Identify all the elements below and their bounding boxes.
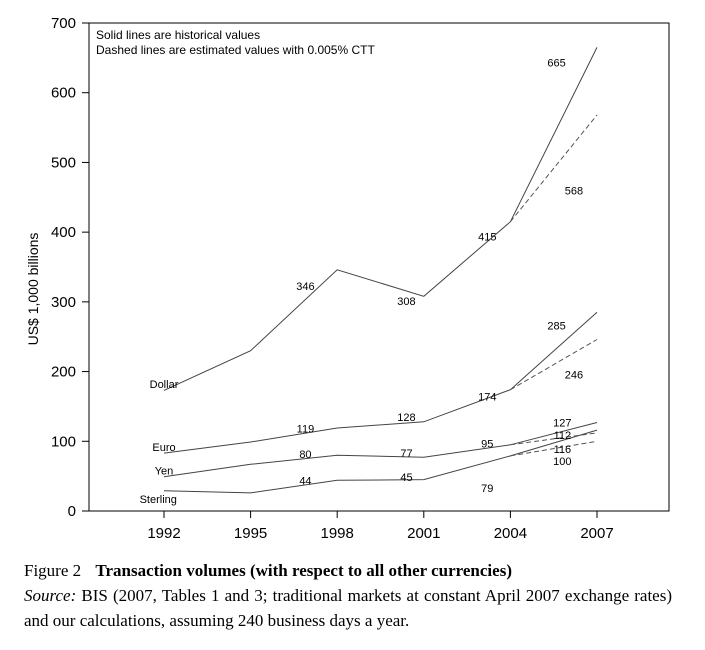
estimated-dashed-line: [510, 432, 598, 446]
yen-series-line: [163, 422, 598, 478]
point-label: 77: [400, 448, 412, 460]
y-tick-label: 500: [51, 154, 76, 171]
point-label: Yen: [155, 466, 174, 478]
y-tick-label: 700: [51, 15, 76, 32]
y-tick-label: 400: [51, 224, 76, 241]
source-label: Source:: [24, 586, 77, 605]
point-label: 174: [478, 392, 496, 404]
x-tick-label: 2001: [407, 525, 440, 542]
x-axis: 1992 1995 1998 2001 2004 2007: [147, 511, 614, 542]
point-label: 100: [553, 456, 571, 468]
plot-frame: [88, 22, 670, 512]
y-tick-label: 600: [51, 85, 76, 102]
point-label: 116: [554, 444, 572, 456]
sterling-series-line: [163, 429, 598, 494]
y-tick-label: 100: [51, 433, 76, 450]
legend-line-2: Dashed lines are estimated values with 0…: [96, 43, 375, 57]
estimated-dashed-line: [510, 440, 598, 457]
point-label: 119: [297, 424, 315, 436]
point-label: 665: [547, 58, 565, 70]
point-label: 44: [299, 475, 311, 487]
caption-heading: Figure 2 Transaction volumes (with respe…: [24, 558, 672, 583]
point-label: 80: [299, 449, 311, 461]
point-label: 568: [565, 185, 583, 197]
y-axis-label: US$ 1,000 billions: [25, 233, 41, 346]
point-label: 415: [478, 231, 496, 243]
caption-source: Source: BIS (2007, Tables 1 and 3; tradi…: [24, 583, 672, 633]
point-label: 79: [481, 483, 493, 495]
point-label: 128: [397, 412, 415, 424]
point-label: Sterling: [140, 494, 177, 506]
x-tick-label: 1998: [321, 525, 354, 542]
series-layer: [163, 47, 598, 494]
x-tick-label: 2007: [580, 525, 613, 542]
figure-caption: Figure 2 Transaction volumes (with respe…: [24, 558, 672, 633]
point-label: 346: [296, 281, 314, 293]
transaction-volume-chart: 0 100 200 300 400 500 600 700 1992 1995 1998 2001 2…: [25, 15, 670, 542]
point-label-layer: Dollar 346 308 415 665 568 Euro 119 128 174 285 246…: [140, 58, 584, 506]
estimated-dashed-line: [510, 114, 598, 223]
euro-series-line: [163, 311, 598, 454]
y-tick-label: 200: [51, 364, 76, 381]
point-label: 285: [547, 321, 565, 333]
y-tick-label: 300: [51, 294, 76, 311]
point-label: 45: [400, 472, 412, 484]
x-tick-label: 1992: [147, 525, 180, 542]
point-label: 95: [481, 438, 493, 450]
dollar-series-line: [163, 47, 598, 391]
x-tick-label: 1995: [234, 525, 267, 542]
y-axis: 0 100 200 300 400 500 600 700: [51, 15, 90, 520]
point-label: 308: [397, 296, 415, 308]
point-label: 246: [565, 369, 583, 381]
point-label: Euro: [152, 442, 175, 454]
y-tick-label: 0: [68, 503, 76, 520]
source-text: BIS (2007, Tables 1 and 3; traditional m…: [24, 586, 672, 630]
point-label: 127: [553, 417, 571, 429]
estimated-dashed-line: [510, 339, 598, 391]
legend-line-1: Solid lines are historical values: [96, 28, 260, 42]
point-label: 112: [554, 430, 572, 442]
x-tick-label: 2004: [494, 525, 527, 542]
figure-title: Transaction volumes (with respect to all…: [95, 561, 512, 580]
figure-number: Figure 2: [24, 561, 82, 580]
point-label: Dollar: [150, 379, 179, 391]
